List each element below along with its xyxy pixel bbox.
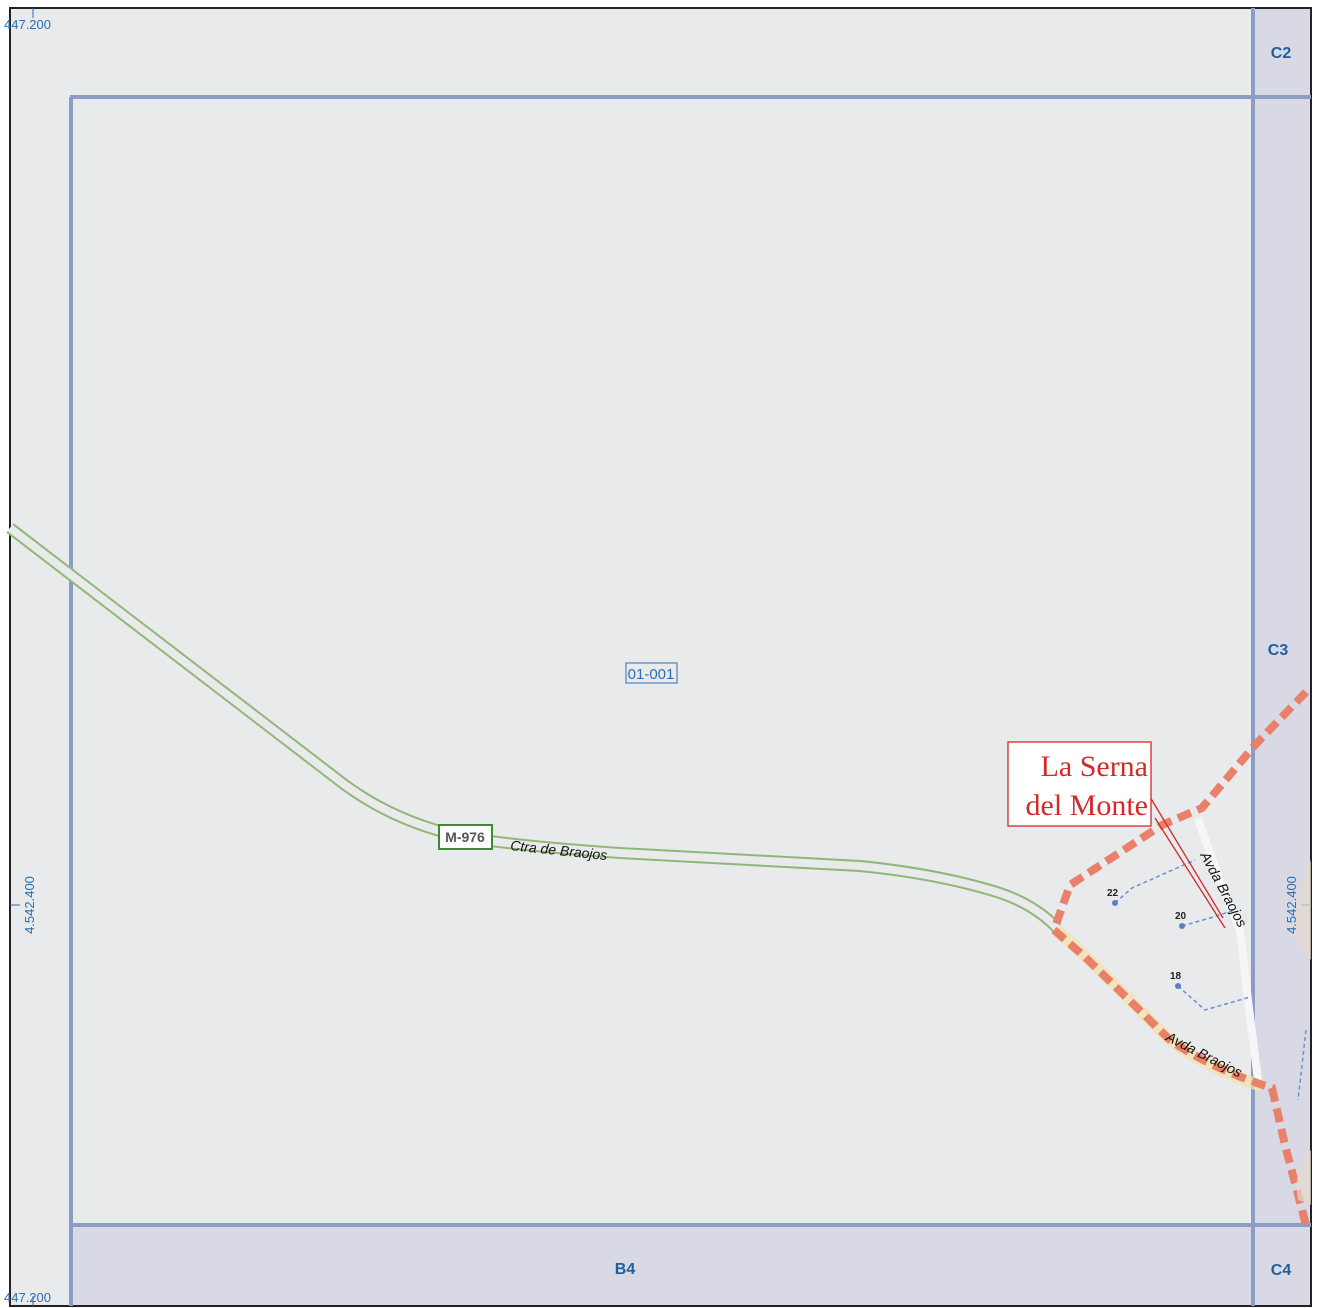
address-point-18 bbox=[1175, 983, 1181, 989]
coord-top-left: 447.200 bbox=[4, 17, 51, 32]
leader-line-a bbox=[1149, 796, 1224, 919]
road-badge: M-976 bbox=[445, 829, 485, 845]
grid-label-b4: B4 bbox=[615, 1261, 636, 1278]
place-leader-lines bbox=[1149, 796, 1226, 929]
dotted-line-22 bbox=[1114, 859, 1196, 904]
urban-boundary bbox=[1050, 689, 1310, 1227]
house-number-22: 22 bbox=[1107, 888, 1119, 899]
road-fill bbox=[7, 524, 1060, 931]
grid-label-c2: C2 bbox=[1271, 45, 1292, 62]
adjacent-sheet-east bbox=[1253, 8, 1311, 1306]
address-point-20 bbox=[1179, 923, 1185, 929]
leader-line-b bbox=[1154, 817, 1226, 929]
sheet-code-box bbox=[625, 662, 678, 684]
road-badge-box bbox=[438, 824, 493, 850]
place-name-line2: del Monte bbox=[1026, 789, 1148, 822]
dotted-line-18 bbox=[1177, 985, 1251, 1011]
grid-lines bbox=[69, 8, 1311, 1306]
sheet-code: 01-001 bbox=[628, 666, 675, 683]
east-edge-tint bbox=[1295, 860, 1311, 960]
coord-right-middle: 4.542.400 bbox=[1284, 876, 1299, 934]
house-number-20: 20 bbox=[1175, 911, 1187, 922]
road-ctra-braojos bbox=[6, 523, 1062, 933]
coord-bottom-left: 447.200 bbox=[4, 1290, 51, 1305]
address-points bbox=[1112, 900, 1185, 989]
boundary-south bbox=[1051, 926, 1310, 1227]
road-avda-braojos-vertical bbox=[1194, 816, 1262, 1081]
place-name-box bbox=[1007, 741, 1152, 827]
map-frame bbox=[9, 7, 1312, 1307]
grid-label-c4: C4 bbox=[1271, 1262, 1292, 1279]
east-edge-tint-lower bbox=[1296, 1150, 1311, 1205]
dotted-line-east bbox=[1297, 1029, 1307, 1101]
place-name-line1: La Serna bbox=[1041, 750, 1148, 783]
grid-label-c3: C3 bbox=[1268, 642, 1289, 659]
adjacent-sheet-south bbox=[70, 1225, 1253, 1306]
dotted-line-20 bbox=[1181, 909, 1236, 927]
address-point-22 bbox=[1112, 900, 1118, 906]
map-background bbox=[10, 8, 1311, 1306]
dotted-lines bbox=[1114, 859, 1307, 1101]
coord-left-middle: 4.542.400 bbox=[22, 876, 37, 934]
boundary-north bbox=[1050, 689, 1309, 932]
house-number-18: 18 bbox=[1170, 971, 1182, 982]
